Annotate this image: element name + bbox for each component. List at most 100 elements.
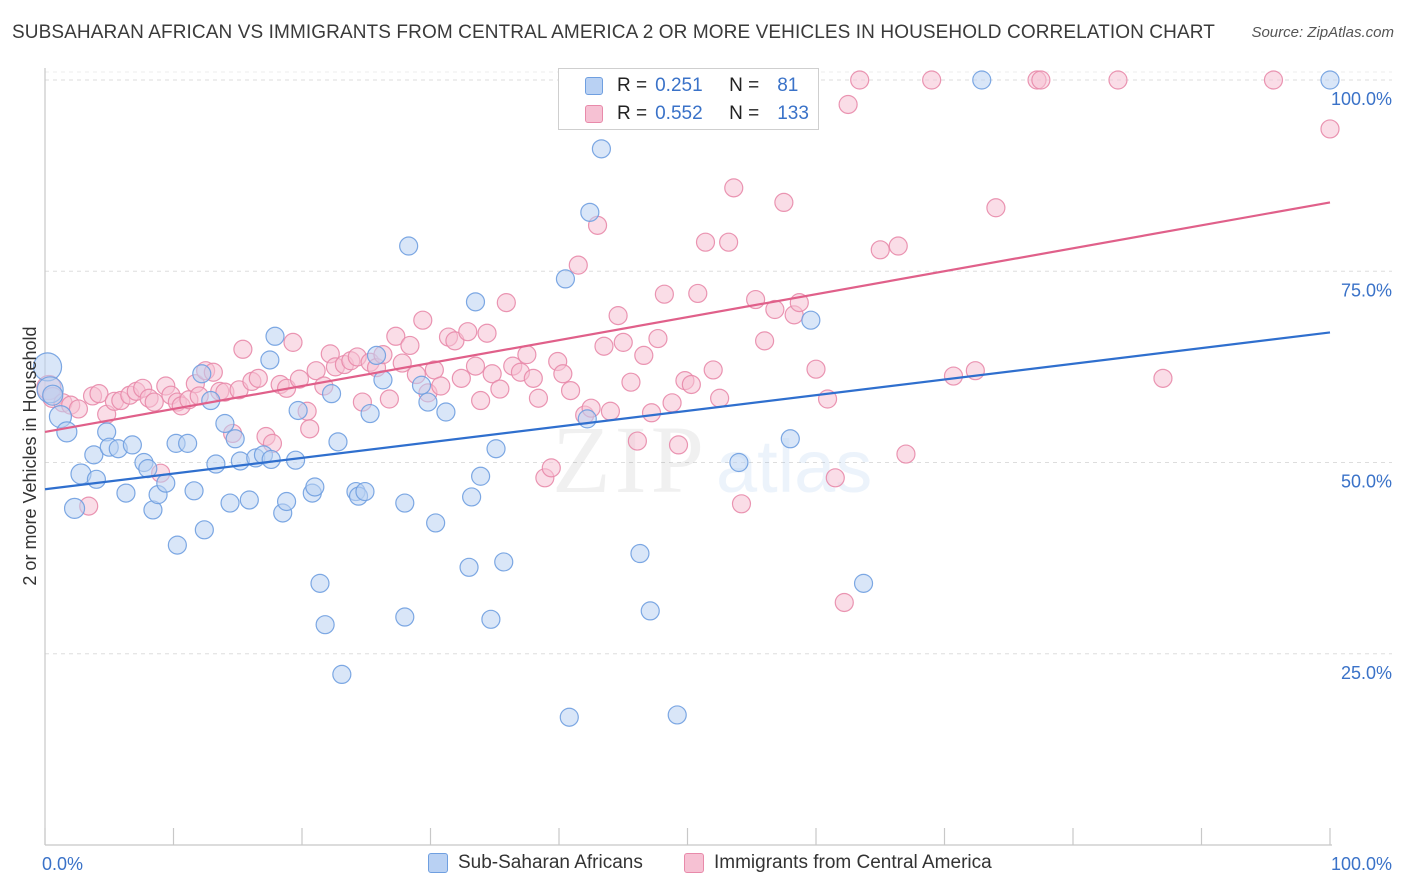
point-sub-saharan — [801, 310, 821, 330]
chart-source: Source: ZipAtlas.com — [1251, 24, 1394, 41]
chart-title: SUBSAHARAN AFRICAN VS IMMIGRANTS FROM CE… — [12, 22, 1215, 43]
point-central-america — [943, 366, 964, 386]
point-sub-saharan — [395, 493, 415, 513]
point-central-america — [641, 403, 662, 423]
point-sub-saharan — [86, 469, 107, 489]
point-central-america — [922, 70, 942, 90]
point-central-america — [834, 592, 854, 613]
point-central-america — [523, 368, 543, 388]
point-central-america — [89, 384, 109, 404]
point-central-america — [703, 360, 723, 380]
point-sub-saharan — [471, 466, 491, 486]
point-sub-saharan — [395, 607, 415, 627]
point-central-america — [838, 94, 858, 115]
series-sub-saharan-africans — [32, 70, 1340, 727]
legend-swatch-pink — [585, 105, 603, 123]
point-sub-saharan — [276, 491, 297, 512]
point-central-america — [681, 374, 701, 395]
y-tick-label: 100.0% — [1331, 89, 1392, 109]
legend-row-pink: R = 0.552 N = 133 — [585, 101, 809, 127]
point-central-america — [695, 232, 716, 252]
series-immigrants-central-america — [36, 70, 1340, 613]
point-central-america — [568, 255, 588, 275]
point-sub-saharan — [486, 439, 506, 459]
point-sub-saharan — [328, 432, 348, 452]
point-central-america — [719, 232, 739, 252]
point-central-america — [553, 364, 573, 384]
y-tick-label: 75.0% — [1341, 280, 1392, 300]
point-central-america — [1108, 70, 1128, 90]
x-tick-label: 100.0% — [1331, 854, 1392, 874]
point-central-america — [289, 369, 310, 389]
point-sub-saharan — [192, 364, 212, 384]
legend-n-label: N = — [729, 75, 760, 96]
point-central-america — [1153, 368, 1173, 388]
point-central-america — [458, 322, 478, 342]
point-central-america — [283, 332, 303, 352]
point-sub-saharan — [261, 449, 281, 470]
point-sub-saharan — [310, 573, 330, 593]
legend-n-label: N = — [729, 103, 760, 124]
point-sub-saharan — [972, 70, 992, 90]
point-sub-saharan — [178, 433, 198, 453]
point-central-america — [896, 444, 916, 464]
point-central-america — [986, 198, 1006, 218]
point-central-america — [594, 336, 614, 356]
point-central-america — [1263, 70, 1284, 90]
point-central-america — [668, 435, 689, 455]
point-sub-saharan — [494, 552, 514, 572]
point-sub-saharan — [630, 543, 650, 564]
point-central-america — [850, 70, 870, 90]
y-tick-label: 25.0% — [1341, 663, 1392, 683]
point-central-america — [386, 326, 406, 346]
point-sub-saharan — [122, 435, 142, 455]
point-central-america — [710, 388, 730, 408]
point-central-america — [654, 284, 674, 304]
point-sub-saharan — [780, 429, 800, 449]
point-sub-saharan — [220, 493, 240, 513]
point-sub-saharan — [465, 292, 486, 312]
legend-row-blue: R = 0.251 N = 81 — [585, 73, 798, 99]
point-sub-saharan — [577, 409, 597, 429]
point-sub-saharan — [321, 384, 342, 404]
point-sub-saharan — [56, 421, 78, 443]
point-sub-saharan — [580, 202, 600, 222]
point-sub-saharan — [1320, 70, 1340, 90]
point-sub-saharan — [332, 664, 352, 685]
point-central-america — [754, 331, 775, 351]
y-tick-label: 50.0% — [1341, 472, 1392, 492]
point-sub-saharan — [667, 705, 687, 725]
point-central-america — [541, 458, 561, 478]
point-central-america — [248, 368, 268, 388]
legend-r-label: R = — [617, 103, 648, 124]
point-central-america — [400, 335, 420, 356]
point-central-america — [688, 283, 708, 304]
point-sub-saharan — [355, 481, 375, 502]
point-central-america — [724, 178, 744, 198]
point-central-america — [490, 379, 510, 399]
point-sub-saharan — [239, 490, 259, 510]
legend-label-sub-saharan: Sub-Saharan Africans — [458, 852, 643, 873]
point-sub-saharan — [411, 375, 432, 395]
point-sub-saharan — [459, 557, 479, 577]
point-sub-saharan — [481, 609, 501, 629]
point-sub-saharan — [462, 487, 482, 507]
point-sub-saharan — [360, 403, 380, 424]
point-sub-saharan — [315, 615, 335, 635]
point-central-america — [1320, 119, 1340, 139]
point-sub-saharan — [42, 384, 64, 406]
point-central-america — [608, 306, 628, 326]
tick-labels: 25.0% 50.0% 75.0% 100.0% 0.0% 100.0% — [42, 89, 1392, 874]
point-central-america — [627, 431, 647, 451]
point-sub-saharan — [260, 350, 280, 370]
point-central-america — [528, 388, 549, 408]
point-central-america — [471, 390, 491, 411]
point-central-america — [825, 468, 845, 488]
point-central-america — [648, 328, 668, 349]
point-central-america — [306, 361, 326, 381]
legend-r-label: R = — [617, 75, 648, 96]
point-central-america — [477, 323, 497, 343]
legend-item-central-america: Immigrants from Central America — [684, 852, 992, 874]
point-sub-saharan — [399, 236, 419, 256]
point-central-america — [888, 236, 908, 256]
